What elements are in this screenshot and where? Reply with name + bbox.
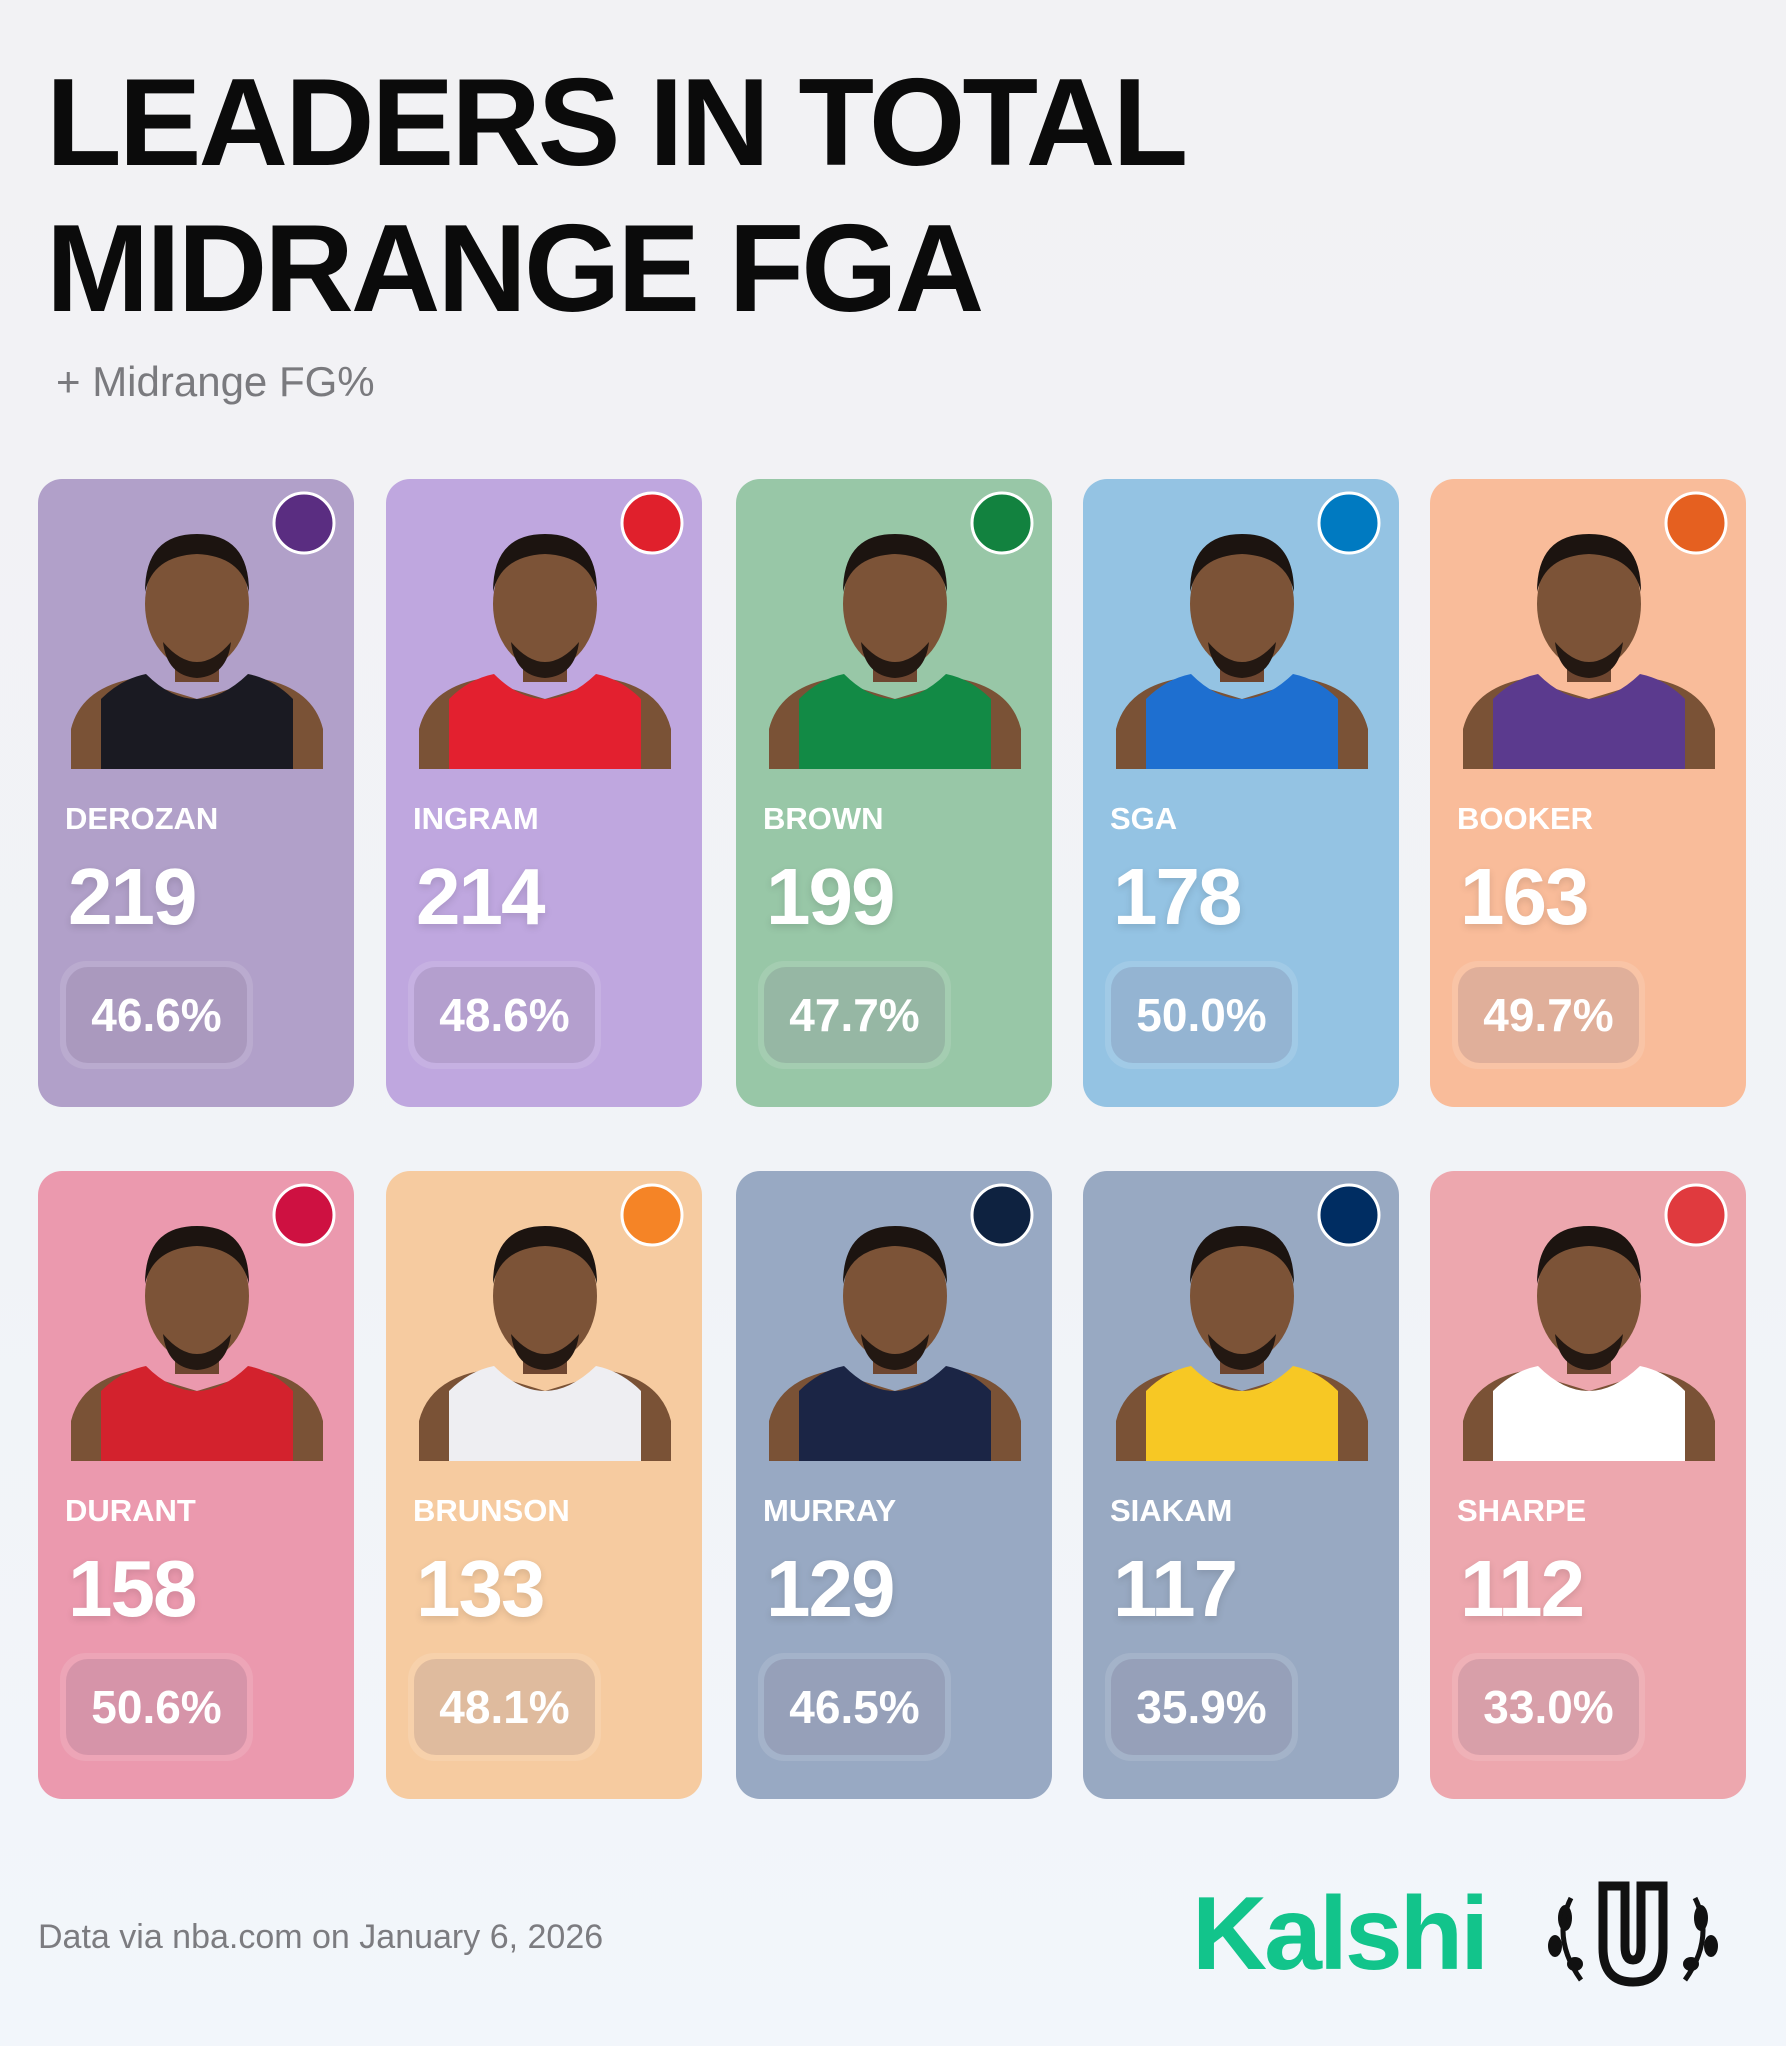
pct-pill-ring: [1105, 961, 1298, 1069]
title-line-2: MIDRANGE FGA: [46, 200, 984, 338]
player-name: DEROZAN: [65, 801, 219, 836]
kalshi-logo: Kalshi: [1192, 1876, 1489, 1992]
midrange-fga-value: 117: [1113, 1544, 1238, 1633]
player-name: SGA: [1110, 801, 1178, 836]
player-name: DURANT: [65, 1493, 196, 1528]
midrange-fg-pct-badge: 47.7%: [764, 967, 945, 1063]
player-card: SIAKAM 117 35.9%: [1083, 1171, 1399, 1799]
pct-pill-ring: [1452, 1653, 1645, 1761]
title-line-1: LEADERS IN TOTAL: [46, 54, 1188, 192]
midrange-fga-value: 219: [68, 852, 197, 941]
player-card: DEROZAN 219 46.6%: [38, 479, 354, 1107]
midrange-fga-value: 158: [68, 1544, 197, 1633]
celtics-logo-icon: [970, 491, 1034, 555]
player-photo: [769, 1226, 1021, 1461]
player-card: SGA 178 50.0%: [1083, 479, 1399, 1107]
player-photo: [419, 534, 671, 769]
rockets-logo-icon: [272, 1183, 336, 1247]
suns-logo-icon: [1664, 491, 1728, 555]
kings-logo-icon: [272, 491, 336, 555]
midrange-fg-pct-badge: 50.0%: [1111, 967, 1292, 1063]
player-card: BOOKER 163 49.7%: [1430, 479, 1746, 1107]
raptors-logo-icon: [620, 491, 684, 555]
player-name: INGRAM: [413, 801, 539, 836]
player-card: BRUNSON 133 48.1%: [386, 1171, 702, 1799]
player-photo: [1463, 534, 1715, 769]
player-photo: [1116, 1226, 1368, 1461]
player-name: SHARPE: [1457, 1493, 1587, 1528]
player-name: BOOKER: [1457, 801, 1594, 836]
blazers-logo-icon: [1664, 1183, 1728, 1247]
pct-pill-ring: [408, 961, 601, 1069]
midrange-fg-pct-badge: 46.5%: [764, 1659, 945, 1755]
midrange-fg-pct-badge: 48.6%: [414, 967, 595, 1063]
player-photo: [419, 1226, 671, 1461]
nuggets-logo-icon: [970, 1183, 1034, 1247]
pct-pill-ring: [1105, 1653, 1298, 1761]
pct-pill-ring: [758, 961, 951, 1069]
pacers-logo-icon: [1317, 1183, 1381, 1247]
player-name: BROWN: [763, 801, 884, 836]
player-card: DURANT 158 50.6%: [38, 1171, 354, 1799]
thunder-logo-icon: [1317, 491, 1381, 555]
midrange-fg-pct-badge: 35.9%: [1111, 1659, 1292, 1755]
pct-pill-ring: [60, 1653, 253, 1761]
midrange-fga-value: 129: [766, 1544, 895, 1633]
knicks-logo-icon: [620, 1183, 684, 1247]
midrange-fg-pct-badge: 48.1%: [414, 1659, 595, 1755]
pct-pill-ring: [758, 1653, 951, 1761]
midrange-fg-pct-badge: 33.0%: [1458, 1659, 1639, 1755]
player-card: INGRAM 214 48.6%: [386, 479, 702, 1107]
player-photo: [71, 1226, 323, 1461]
midrange-fga-value: 199: [766, 852, 895, 941]
player-photo: [1116, 534, 1368, 769]
midrange-fga-value: 163: [1460, 852, 1589, 941]
pct-pill-ring: [60, 961, 253, 1069]
midrange-fga-value: 112: [1460, 1544, 1585, 1633]
player-card: BROWN 199 47.7%: [736, 479, 1052, 1107]
laurel-u-logo-icon: [1548, 1881, 1718, 1987]
midrange-fga-value: 178: [1113, 852, 1242, 941]
pct-pill-ring: [1452, 961, 1645, 1069]
data-source-note: Data via nba.com on January 6, 2026: [38, 1918, 604, 1956]
subtitle: + Midrange FG%: [56, 358, 375, 405]
player-card: SHARPE 112 33.0%: [1430, 1171, 1746, 1799]
player-photo: [71, 534, 323, 769]
player-name: BRUNSON: [413, 1493, 570, 1528]
midrange-fga-value: 214: [416, 852, 545, 941]
midrange-fga-value: 133: [416, 1544, 545, 1633]
midrange-fg-pct-badge: 50.6%: [66, 1659, 247, 1755]
midrange-fg-pct-badge: 46.6%: [66, 967, 247, 1063]
player-photo: [1463, 1226, 1715, 1461]
midrange-fg-pct-badge: 49.7%: [1458, 967, 1639, 1063]
pct-pill-ring: [408, 1653, 601, 1761]
player-name: MURRAY: [763, 1493, 897, 1528]
player-photo: [769, 534, 1021, 769]
page-title: LEADERS IN TOTAL MIDRANGE FGA: [46, 50, 1188, 342]
player-card: MURRAY 129 46.5%: [736, 1171, 1052, 1799]
player-name: SIAKAM: [1110, 1493, 1233, 1528]
